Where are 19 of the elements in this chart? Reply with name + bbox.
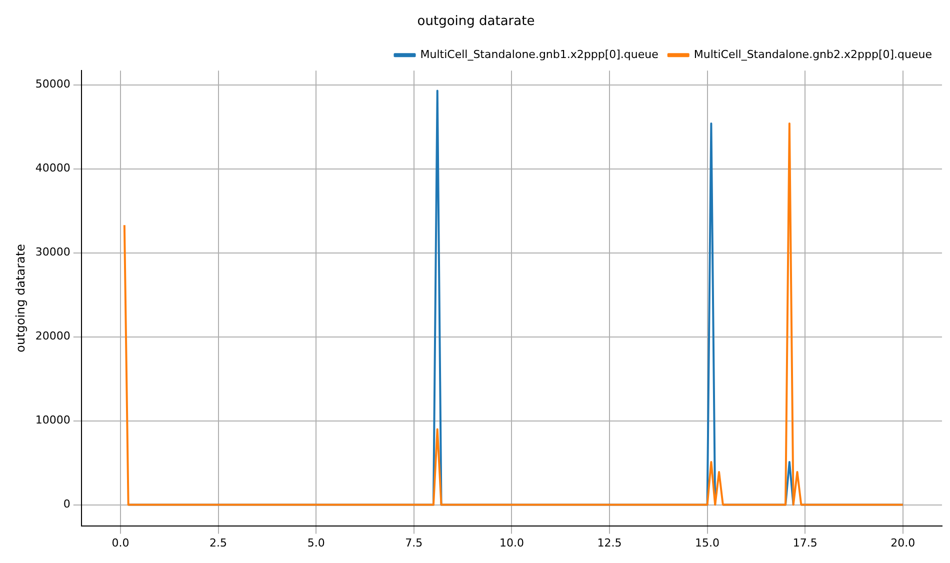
x-tick-label: 15.0 [695, 536, 720, 550]
y-tick-label: 0 [63, 498, 70, 511]
x-tick-label: 7.5 [405, 536, 423, 550]
y-tick-label: 20000 [35, 330, 70, 343]
y-tick-label: 10000 [35, 414, 70, 427]
y-axis-title: outgoing datarate [13, 244, 28, 352]
y-tick-label: 40000 [35, 162, 70, 175]
x-tick-label: 20.0 [890, 536, 916, 550]
x-tick-label: 0.0 [112, 536, 130, 550]
x-tick-label: 12.5 [597, 536, 622, 550]
x-tick-label: 10.0 [499, 536, 524, 550]
x-tick-label: 17.5 [792, 536, 818, 550]
y-tick-label: 50000 [35, 78, 70, 91]
x-tick-label: 5.0 [307, 536, 325, 550]
legend-label: MultiCell_Standalone.gnb1.x2ppp[0].queue [420, 48, 659, 61]
x-tick-label: 2.5 [210, 536, 228, 550]
legend-label: MultiCell_Standalone.gnb2.x2ppp[0].queue [694, 48, 932, 61]
y-tick-label: 30000 [35, 246, 70, 259]
chart-title: outgoing datarate [417, 14, 535, 30]
